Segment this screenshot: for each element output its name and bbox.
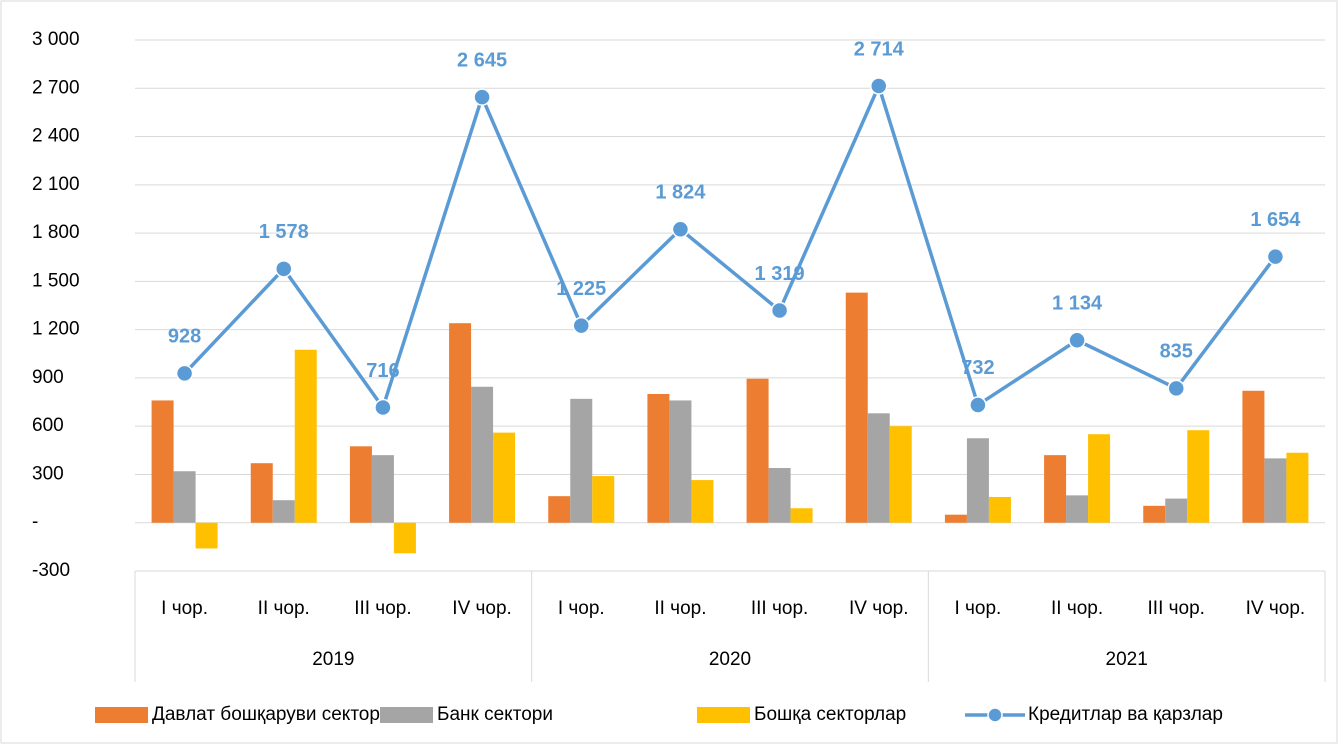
- bar: [548, 496, 571, 523]
- data-label: 928: [168, 326, 201, 348]
- data-label: 1 134: [1052, 293, 1103, 315]
- bar: [1242, 390, 1265, 523]
- x-tick-label: III чор.: [354, 598, 411, 619]
- y-tick-label: 1 800: [32, 222, 80, 243]
- bar: [471, 386, 494, 523]
- bar: [1264, 458, 1287, 523]
- bar: [790, 508, 813, 523]
- line-marker: [473, 88, 491, 106]
- data-label: 1 578: [259, 221, 309, 243]
- bar: [966, 438, 989, 523]
- bar: [151, 400, 174, 523]
- y-tick-label: -300: [32, 560, 70, 581]
- legend-label: Кредитлар ва қарзлар: [1028, 704, 1223, 725]
- year-label: 2021: [1106, 649, 1148, 670]
- legend-swatch: [95, 707, 148, 723]
- bar: [272, 500, 295, 523]
- x-tick-label: II чор.: [1051, 598, 1103, 619]
- line: [183, 81, 1277, 412]
- x-tick-label: I чор.: [558, 598, 605, 619]
- data-label: 835: [1160, 341, 1193, 363]
- y-tick-label: 1 500: [32, 270, 80, 291]
- bar: [250, 463, 273, 523]
- y-tick-label: -: [32, 512, 38, 533]
- x-tick-label: IV чор.: [1246, 598, 1306, 619]
- bar: [845, 292, 868, 523]
- bar: [1187, 430, 1210, 523]
- bar: [1066, 495, 1089, 523]
- bar: [592, 476, 615, 523]
- bar: [944, 514, 967, 523]
- bar: [669, 400, 692, 523]
- legend-label: Банк сектори: [437, 704, 553, 725]
- bar: [889, 426, 912, 523]
- x-tick-label: III чор.: [751, 598, 808, 619]
- bar: [570, 398, 593, 523]
- bar: [1286, 452, 1309, 523]
- bar: [1165, 498, 1188, 523]
- bar: [1044, 455, 1067, 523]
- line-marker: [1266, 247, 1285, 266]
- legend-label: Бошқа секторлар: [754, 704, 906, 725]
- bar: [988, 496, 1011, 523]
- y-tick-label: 2 100: [32, 174, 80, 195]
- bar: [768, 468, 791, 523]
- line-marker: [374, 398, 392, 417]
- bar: [393, 522, 416, 554]
- y-tick-label: 300: [32, 463, 64, 484]
- data-label: 2 645: [457, 49, 507, 71]
- line-marker: [275, 260, 293, 278]
- data-label: 1 225: [556, 278, 606, 300]
- line-marker: [969, 396, 987, 414]
- x-tick-label: II чор.: [258, 598, 310, 619]
- bar: [1143, 505, 1166, 523]
- bar: [195, 522, 218, 549]
- legend-marker: [987, 707, 1003, 723]
- data-label: 2 714: [854, 38, 905, 60]
- line-marker: [572, 316, 590, 335]
- bar: [1088, 434, 1111, 523]
- data-label: 732: [961, 357, 994, 379]
- y-tick-label: 2 400: [32, 126, 80, 147]
- y-tick-label: 3 000: [32, 29, 80, 50]
- line-marker: [770, 301, 789, 320]
- data-label: 1 319: [755, 263, 805, 285]
- x-tick-label: II чор.: [654, 598, 706, 619]
- y-tick-label: 2 700: [32, 77, 80, 98]
- bar: [691, 480, 714, 523]
- x-tick-label: IV чор.: [452, 598, 512, 619]
- y-tick-label: 600: [32, 415, 64, 436]
- bar: [294, 349, 317, 523]
- year-label: 2020: [709, 649, 751, 670]
- bar: [867, 413, 890, 523]
- x-tick-label: I чор.: [161, 598, 208, 619]
- legend-swatch: [697, 707, 750, 723]
- bar: [746, 378, 769, 523]
- data-label: 1 824: [655, 182, 706, 204]
- line-marker: [1167, 379, 1185, 398]
- year-label: 2019: [312, 649, 354, 670]
- line-marker: [671, 220, 690, 238]
- bar: [349, 446, 372, 523]
- line-marker: [870, 77, 888, 95]
- line-marker: [175, 364, 194, 383]
- line-marker: [1068, 331, 1086, 350]
- data-label: 716: [366, 360, 399, 382]
- bar: [647, 394, 670, 523]
- y-tick-label: 1 200: [32, 319, 80, 340]
- x-tick-label: IV чор.: [849, 598, 909, 619]
- bar: [493, 432, 516, 523]
- bar: [173, 471, 196, 523]
- x-tick-label: III чор.: [1148, 598, 1205, 619]
- data-label: 1 654: [1250, 209, 1301, 231]
- legend-label: Давлат бошқаруви сектори: [152, 704, 391, 725]
- bar: [449, 323, 472, 523]
- legend-swatch: [380, 707, 433, 723]
- y-tick-label: 900: [32, 367, 64, 388]
- bar: [371, 455, 394, 523]
- x-tick-label: I чор.: [954, 598, 1001, 619]
